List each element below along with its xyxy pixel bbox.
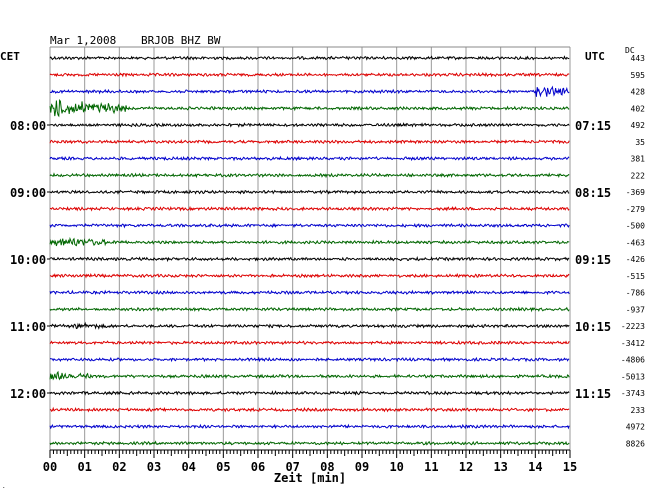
trace-row-8 (49, 189, 570, 195)
x-tick-label: 01 (77, 460, 91, 474)
x-tick-label: 02 (112, 460, 126, 474)
x-tick-label: 05 (216, 460, 230, 474)
right-hour-label: 09:15 (575, 253, 611, 267)
right-hour-label: 11:15 (575, 387, 611, 401)
x-tick-label: 08 (320, 460, 334, 474)
right-hour-label: 07:15 (575, 119, 611, 133)
dc-offset-value: -463 (626, 238, 645, 247)
dc-offset-value: 8826 (626, 439, 645, 448)
x-tick-label: 15 (563, 460, 577, 474)
trace-row-19 (49, 370, 570, 381)
right-hour-label: 10:15 (575, 320, 611, 334)
left-hour-label: 11:00 (10, 320, 46, 334)
x-tick-label: 00 (43, 460, 57, 474)
dc-offset-value: -786 (626, 289, 645, 298)
trace-row-18 (49, 356, 570, 363)
trace-row-10 (49, 222, 570, 229)
dc-offset-value: -500 (626, 222, 645, 231)
trace-row-17 (49, 340, 570, 346)
trace-row-12 (49, 256, 570, 263)
dc-offset-value: -426 (626, 255, 645, 264)
dc-offset-value: 4972 (626, 423, 645, 432)
dc-offset-value: -369 (626, 188, 645, 197)
x-tick-label: 13 (493, 460, 507, 474)
x-tick-label: 04 (181, 460, 195, 474)
corner-mark: . (2, 483, 6, 490)
x-tick-label: 14 (528, 460, 542, 474)
dc-offset-value: 492 (631, 121, 646, 130)
grid (49, 46, 571, 458)
trace-row-6 (49, 155, 570, 162)
trace-row-22 (49, 423, 570, 430)
dc-offset-value: 233 (631, 406, 646, 415)
trace-row-9 (49, 205, 570, 212)
dc-offset-value: 443 (631, 54, 646, 63)
left-hour-label: 08:00 (10, 119, 46, 133)
right-timezone-label: UTC (585, 50, 605, 63)
left-timezone-label: CET (0, 50, 20, 63)
trace-row-14 (49, 289, 570, 296)
x-tick-label: 06 (251, 460, 265, 474)
dc-offset-value: -279 (626, 205, 645, 214)
trace-row-7 (49, 172, 570, 179)
left-hour-label: 12:00 (10, 387, 46, 401)
dc-offset-value: -515 (626, 272, 645, 281)
trace-row-23 (49, 440, 570, 446)
dc-offset-value: 222 (631, 171, 646, 180)
header-date: Mar 1,2008 (50, 34, 117, 47)
left-hour-label: 09:00 (10, 186, 46, 200)
x-tick-label: 10 (389, 460, 403, 474)
x-tick-label: 03 (147, 460, 161, 474)
trace-row-15 (49, 306, 570, 313)
traces (49, 55, 570, 446)
x-axis-label: Zeit [min] (274, 471, 346, 485)
dc-offset-value: 595 (631, 71, 646, 80)
left-hour-labels: 08:00 09:00 10:00 11:00 12:00 (10, 119, 50, 401)
trace-row-1 (49, 71, 570, 78)
dc-offset-value: 402 (631, 104, 646, 113)
dc-offset-value: 35 (635, 138, 645, 147)
right-hour-labels: 07:15 08:15 09:15 10:15 11:15 (575, 119, 611, 401)
trace-row-5 (49, 138, 570, 145)
trace-row-0 (49, 55, 570, 61)
x-tick-label: 12 (459, 460, 473, 474)
left-hour-label: 10:00 (10, 253, 46, 267)
dc-offset-value: -937 (626, 305, 645, 314)
dc-offset-value: 381 (631, 155, 646, 164)
trace-row-20 (49, 390, 570, 396)
trace-row-11 (49, 236, 570, 247)
x-tick-label: 09 (355, 460, 369, 474)
dc-offset-value: -3743 (621, 389, 645, 398)
trace-row-21 (49, 406, 570, 413)
trace-row-2 (49, 85, 570, 98)
x-tick-label: 07 (285, 460, 299, 474)
header-station: BRJOB BHZ BW (141, 34, 221, 47)
trace-row-13 (49, 272, 570, 279)
dc-offset-labels: 443 595 428 402 492 35 381 222 -369 -279 -500 -463 -… (621, 54, 645, 448)
dc-offset-value: -3412 (621, 339, 645, 348)
dc-offset-value: -4806 (621, 356, 645, 365)
trace-row-3 (49, 98, 570, 118)
right-hour-label: 08:15 (575, 186, 611, 200)
dc-offset-value: 428 (631, 88, 646, 97)
dc-label: DC (625, 46, 635, 55)
dc-offset-value: -2223 (621, 322, 645, 331)
x-tick-labels: 00 01 02 03 04 05 06 07 08 09 10 11 12 13 14 15 (43, 460, 577, 474)
x-tick-label: 11 (424, 460, 438, 474)
trace-row-16 (49, 321, 570, 330)
dc-offset-value: -5013 (621, 372, 645, 381)
trace-row-4 (49, 122, 570, 128)
